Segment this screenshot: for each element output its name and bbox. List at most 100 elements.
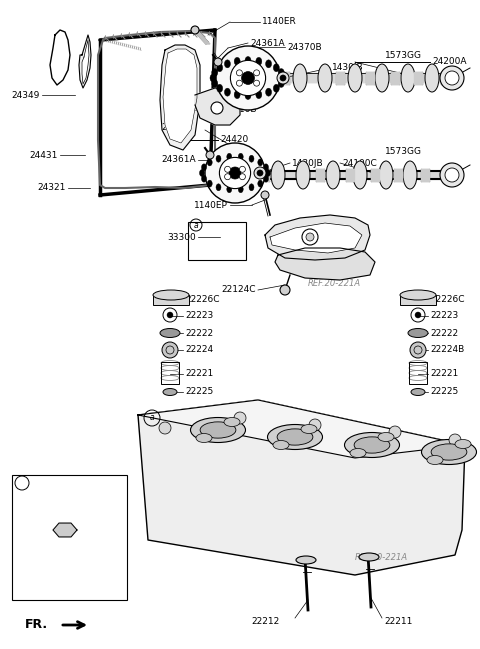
Text: REF.20-221A: REF.20-221A xyxy=(355,554,408,563)
Circle shape xyxy=(225,166,230,172)
Polygon shape xyxy=(82,40,89,84)
Text: 24350: 24350 xyxy=(161,123,190,132)
Ellipse shape xyxy=(234,91,240,99)
Text: 1140ER: 1140ER xyxy=(262,18,297,27)
Ellipse shape xyxy=(264,175,268,182)
Ellipse shape xyxy=(207,159,212,166)
Circle shape xyxy=(167,312,173,318)
Text: 24361A: 24361A xyxy=(161,156,196,164)
Ellipse shape xyxy=(256,91,262,99)
Circle shape xyxy=(211,102,223,114)
Ellipse shape xyxy=(153,290,189,300)
Circle shape xyxy=(440,66,464,90)
Text: 22212: 22212 xyxy=(252,617,280,626)
Ellipse shape xyxy=(245,56,251,64)
Polygon shape xyxy=(316,169,324,181)
Ellipse shape xyxy=(191,417,245,443)
Circle shape xyxy=(410,342,426,358)
Ellipse shape xyxy=(273,84,279,92)
Ellipse shape xyxy=(216,84,223,92)
Ellipse shape xyxy=(403,161,417,189)
Circle shape xyxy=(449,434,461,446)
Text: 22225: 22225 xyxy=(185,387,213,397)
Polygon shape xyxy=(275,248,375,280)
Ellipse shape xyxy=(225,60,230,68)
Text: 24355: 24355 xyxy=(52,550,78,559)
Circle shape xyxy=(229,167,241,179)
Text: 24431: 24431 xyxy=(30,151,58,160)
Ellipse shape xyxy=(348,64,362,92)
Polygon shape xyxy=(270,223,362,253)
Text: 22224: 22224 xyxy=(185,345,213,354)
Ellipse shape xyxy=(256,57,262,66)
Circle shape xyxy=(214,58,222,66)
Ellipse shape xyxy=(249,184,254,191)
Polygon shape xyxy=(391,72,399,84)
Ellipse shape xyxy=(196,434,212,443)
Circle shape xyxy=(254,167,266,179)
Bar xyxy=(400,295,436,305)
Circle shape xyxy=(253,80,260,86)
Text: REF.20-221A: REF.20-221A xyxy=(308,278,361,288)
Ellipse shape xyxy=(271,161,285,189)
Ellipse shape xyxy=(378,432,394,441)
Polygon shape xyxy=(195,88,240,125)
Text: 24100C: 24100C xyxy=(342,158,377,167)
Circle shape xyxy=(261,191,269,199)
Circle shape xyxy=(280,75,286,81)
Polygon shape xyxy=(336,72,344,84)
Ellipse shape xyxy=(379,161,393,189)
Circle shape xyxy=(162,342,178,358)
Text: 22226C: 22226C xyxy=(430,295,465,304)
Text: a: a xyxy=(150,413,154,422)
Text: 22124C: 22124C xyxy=(221,286,256,295)
Circle shape xyxy=(237,80,242,86)
Ellipse shape xyxy=(375,64,389,92)
Circle shape xyxy=(240,174,245,180)
Circle shape xyxy=(206,151,214,159)
Circle shape xyxy=(219,158,251,189)
Bar xyxy=(409,362,427,384)
Polygon shape xyxy=(441,72,449,84)
Text: 22211: 22211 xyxy=(384,617,412,626)
Text: 22221: 22221 xyxy=(430,369,458,378)
Bar xyxy=(188,222,246,260)
Text: 1430JB: 1430JB xyxy=(332,64,364,73)
Ellipse shape xyxy=(202,175,206,182)
Ellipse shape xyxy=(227,186,232,193)
Ellipse shape xyxy=(238,186,243,193)
Ellipse shape xyxy=(411,389,425,395)
Ellipse shape xyxy=(431,444,467,460)
Circle shape xyxy=(159,422,171,434)
Circle shape xyxy=(191,26,199,34)
Text: 22221: 22221 xyxy=(185,369,213,378)
Ellipse shape xyxy=(258,159,263,166)
Ellipse shape xyxy=(293,64,307,92)
Ellipse shape xyxy=(455,439,471,448)
Text: 24321: 24321 xyxy=(37,184,66,193)
Circle shape xyxy=(216,46,280,110)
Ellipse shape xyxy=(202,164,206,171)
Ellipse shape xyxy=(225,88,230,96)
Ellipse shape xyxy=(258,180,263,187)
Text: 21516A: 21516A xyxy=(32,526,64,535)
Polygon shape xyxy=(366,72,374,84)
Text: 22222: 22222 xyxy=(185,328,213,337)
Ellipse shape xyxy=(267,424,323,450)
Ellipse shape xyxy=(401,64,415,92)
Polygon shape xyxy=(258,171,458,179)
Polygon shape xyxy=(371,169,379,181)
Circle shape xyxy=(225,174,230,180)
Bar xyxy=(153,295,189,305)
Text: 24370B: 24370B xyxy=(287,42,322,51)
Ellipse shape xyxy=(160,328,180,337)
Ellipse shape xyxy=(273,64,279,71)
Text: 1430JB: 1430JB xyxy=(292,158,324,167)
Ellipse shape xyxy=(249,155,254,162)
Ellipse shape xyxy=(216,64,223,71)
Ellipse shape xyxy=(207,180,212,187)
Ellipse shape xyxy=(200,422,236,438)
Circle shape xyxy=(445,71,459,85)
Ellipse shape xyxy=(278,79,284,88)
Ellipse shape xyxy=(224,417,240,426)
